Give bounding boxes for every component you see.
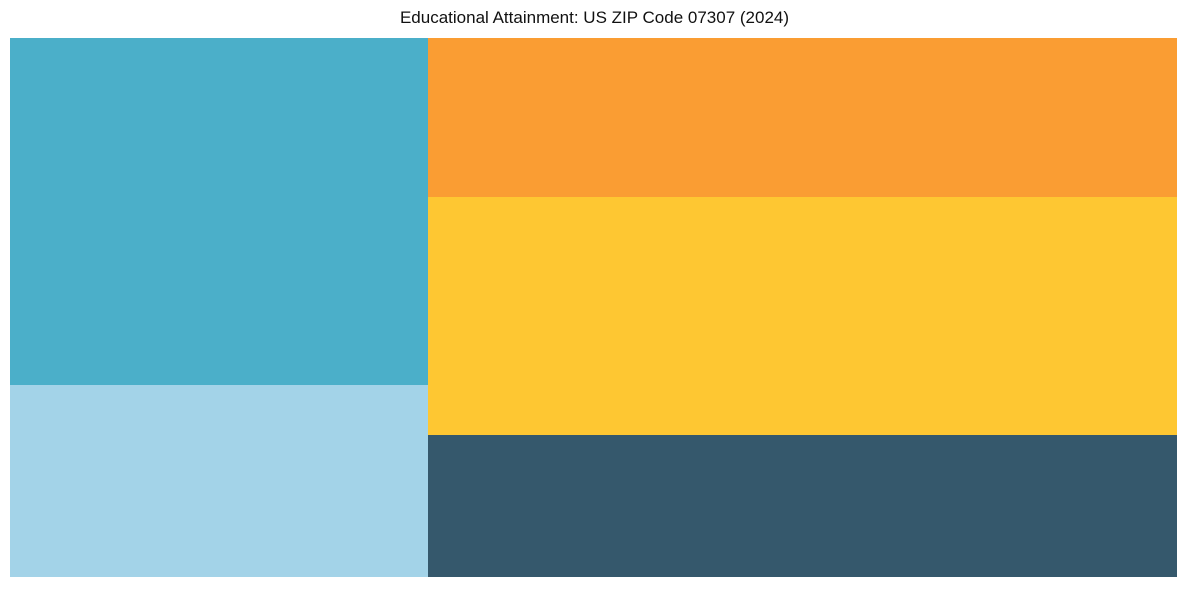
treemap-cell-orange[interactable]: [427, 38, 1177, 197]
treemap-column-right: [427, 38, 1177, 577]
treemap-column-left: [10, 38, 428, 577]
treemap-cell-yellow[interactable]: [427, 197, 1177, 435]
treemap-cell-teal[interactable]: [10, 38, 428, 386]
treemap-cell-light-blue[interactable]: [10, 385, 428, 577]
chart-title: Educational Attainment: US ZIP Code 0730…: [399, 8, 790, 27]
treemap: [10, 38, 1177, 577]
treemap-cell-dark-slate[interactable]: [427, 434, 1177, 577]
